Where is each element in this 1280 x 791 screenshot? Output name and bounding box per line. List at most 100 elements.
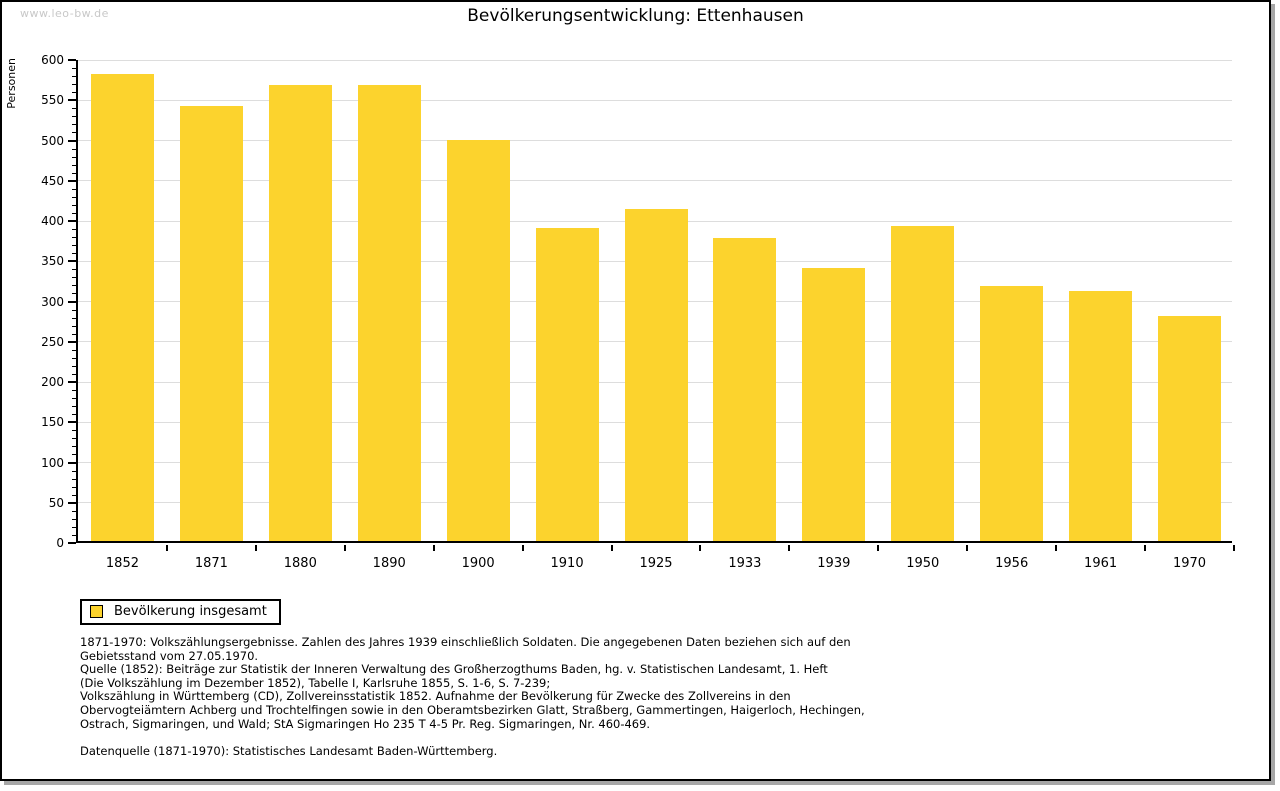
page-title: Bevölkerungsentwicklung: Ettenhausen [467, 6, 804, 26]
y-minor-tick [72, 245, 76, 247]
bar-1961 [1069, 291, 1133, 541]
y-tick-label-500: 500 [41, 133, 64, 148]
y-major-tick-200 [68, 381, 76, 383]
y-minor-tick [72, 446, 76, 448]
y-minor-tick [72, 156, 76, 158]
gridline-600 [78, 59, 1232, 61]
source-note-line-4: (Die Volkszählung im Dezember 1852), Tab… [80, 675, 551, 690]
y-tick-label-250: 250 [41, 334, 64, 349]
plot-area: 0 50 100 150 200 250 300 350 400 450 500 550 600 1852… [41, 53, 1235, 571]
y-major-tick-300 [68, 300, 76, 303]
y-tick-label-400: 400 [41, 214, 64, 228]
y-minor-tick [72, 365, 76, 367]
x-tick [165, 545, 168, 551]
datasource-line: Datenquelle (1871-1970): Statistisches L… [80, 743, 498, 758]
bar-1871 [179, 106, 243, 541]
bar-1900 [446, 140, 510, 541]
y-major-tick-400 [68, 220, 76, 222]
y-minor-tick [72, 398, 76, 400]
bar-1910 [535, 227, 599, 541]
x-tick [432, 545, 435, 551]
y-minor-tick [72, 526, 76, 528]
source-note-line-6: Obervogteiämtern Achberg und Trochtelfin… [80, 702, 865, 717]
y-major-tick-150 [68, 421, 76, 424]
x-tick [254, 545, 257, 551]
legend: Bevölkerung insgesamt [80, 599, 281, 625]
y-minor-tick [72, 470, 76, 472]
y-minor-tick [72, 373, 76, 375]
y-minor-tick [72, 317, 76, 319]
y-minor-tick [72, 204, 76, 206]
y-minor-tick [72, 229, 76, 231]
watermark: www.leo-bw.de [20, 7, 109, 20]
y-tick-label-100: 100 [41, 455, 64, 470]
y-tick-label-150: 150 [41, 415, 64, 430]
x-tick-label-1880: 1880 [283, 556, 317, 571]
x-tick [877, 545, 880, 551]
y-tick-label-550: 550 [41, 93, 64, 108]
y-tick-label-600: 600 [41, 53, 64, 67]
y-tick-label-350: 350 [41, 254, 64, 269]
y-minor-tick [72, 124, 76, 126]
y-minor-tick [72, 390, 76, 392]
y-major-tick-600 [68, 59, 76, 61]
bar-1880 [268, 85, 332, 541]
x-tick [521, 545, 524, 551]
y-minor-tick [72, 76, 76, 78]
bar-1950 [891, 226, 955, 541]
bar-1970 [1158, 315, 1222, 541]
y-major-tick-450 [68, 179, 76, 182]
y-minor-tick [72, 510, 76, 512]
x-tick-label-1910: 1910 [550, 556, 584, 571]
y-major-tick-250 [68, 340, 76, 343]
y-minor-tick [72, 333, 76, 335]
bar-chart: 0 50 100 150 200 250 300 350 400 450 500 550 600 1852… [41, 53, 1235, 571]
y-minor-tick [72, 237, 76, 239]
y-minor-tick [72, 414, 76, 416]
bar-1852 [90, 74, 154, 541]
source-notes-lines: 1871-1970: Volkszählungsergebnisse. Zahl… [80, 635, 865, 731]
y-major-tick-50 [68, 501, 76, 504]
x-tick [788, 545, 791, 551]
y-minor-tick [72, 164, 76, 166]
gridline-550 [78, 99, 1232, 101]
y-minor-tick [72, 68, 76, 70]
y-minor-tick [72, 430, 76, 432]
y-minor-tick [72, 84, 76, 86]
x-tick [966, 545, 969, 551]
bar-1933 [713, 237, 777, 541]
bar-1956 [980, 285, 1044, 541]
bar-1939 [802, 268, 866, 541]
y-minor-tick [72, 454, 76, 456]
y-minor-tick [72, 108, 76, 110]
y-tick-label-50: 50 [48, 495, 64, 510]
y-minor-tick [72, 478, 76, 480]
y-minor-tick [72, 212, 76, 214]
x-tick-label-1925: 1925 [639, 556, 673, 571]
y-tick-label-300: 300 [41, 294, 64, 309]
x-tick [1144, 545, 1147, 551]
legend-label: Bevölkerung insgesamt [114, 604, 267, 619]
x-tick-label-1956: 1956 [995, 556, 1029, 571]
y-minor-tick [72, 534, 76, 536]
y-minor-tick [72, 277, 76, 279]
y-major-tick-550 [68, 99, 76, 102]
y-major-tick-100 [68, 461, 76, 464]
x-tick [1055, 545, 1058, 551]
y-minor-tick [72, 92, 76, 94]
x-tick [610, 545, 613, 551]
y-minor-tick [72, 116, 76, 118]
x-tick-label-1970: 1970 [1172, 556, 1207, 571]
x-tick-label-1950: 1950 [906, 556, 940, 571]
y-minor-tick [72, 188, 76, 190]
source-note-line-1: 1871-1970: Volkszählungsergebnisse. Zahl… [80, 635, 851, 649]
x-tick-label-1933: 1933 [728, 556, 762, 571]
y-minor-tick [72, 132, 76, 134]
y-minor-tick [72, 494, 76, 496]
y-minor-tick [72, 172, 76, 174]
source-note-line-5: Volkszählung in Württemberg (CD), Zollve… [80, 689, 791, 704]
y-minor-tick [72, 269, 76, 271]
y-minor-tick [72, 196, 76, 198]
y-major-tick-350 [68, 260, 76, 263]
y-minor-tick [72, 349, 76, 351]
